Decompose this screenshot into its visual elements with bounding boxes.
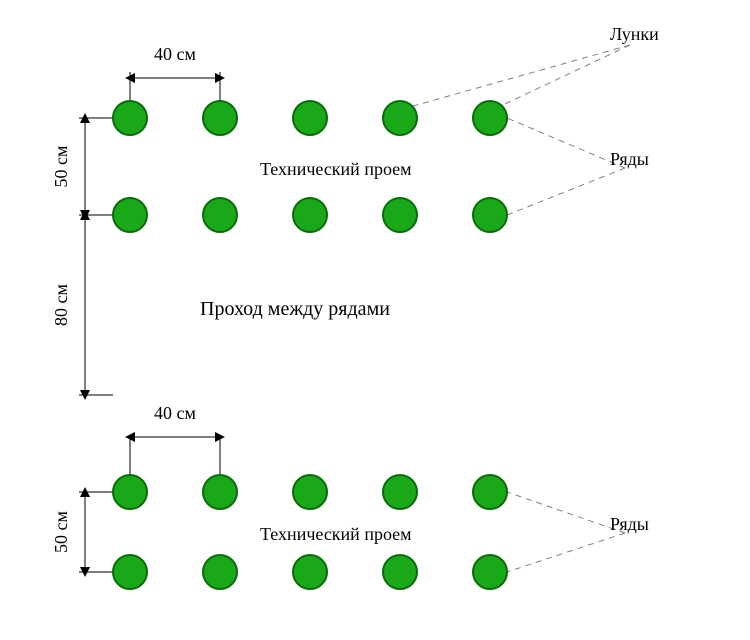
dim-50-lower-label: 50 см bbox=[51, 511, 71, 553]
planting-hole bbox=[473, 475, 507, 509]
dim-40-top-label: 40 см bbox=[154, 44, 196, 64]
planting-hole bbox=[113, 101, 147, 135]
planting-hole bbox=[293, 475, 327, 509]
planting-hole bbox=[203, 198, 237, 232]
planting-hole bbox=[113, 198, 147, 232]
callout-rows-lower-label: Ряды bbox=[610, 514, 649, 534]
aisle-label: Проход между рядами bbox=[200, 298, 390, 320]
planting-hole bbox=[383, 101, 417, 135]
callout-holes-label: Лунки bbox=[610, 24, 659, 44]
planting-hole bbox=[293, 555, 327, 589]
planting-hole bbox=[203, 101, 237, 135]
planting-hole bbox=[383, 198, 417, 232]
dim-80-label: 80 см bbox=[51, 284, 71, 326]
planting-hole bbox=[473, 555, 507, 589]
dim-50-upper-label: 50 см bbox=[51, 146, 71, 188]
planting-hole bbox=[203, 475, 237, 509]
callout-rows-upper-line-2 bbox=[507, 168, 625, 215]
planting-hole bbox=[383, 555, 417, 589]
planting-hole bbox=[293, 198, 327, 232]
callout-rows-upper-label: Ряды bbox=[610, 149, 649, 169]
planting-hole bbox=[473, 101, 507, 135]
planting-hole bbox=[203, 555, 237, 589]
planting-hole bbox=[113, 555, 147, 589]
callout-rows-lower-line-2 bbox=[507, 533, 625, 572]
dim-40-mid-label: 40 см bbox=[154, 403, 196, 423]
planting-hole bbox=[383, 475, 417, 509]
planting-hole bbox=[113, 475, 147, 509]
planting-hole bbox=[293, 101, 327, 135]
planting-hole bbox=[473, 198, 507, 232]
tech-gap-lower-label: Технический проем bbox=[260, 524, 412, 544]
callout-rows-upper-line-1 bbox=[507, 118, 625, 168]
callout-holes-line-2 bbox=[497, 45, 630, 108]
callout-holes-line-1 bbox=[407, 45, 630, 108]
tech-gap-upper-label: Технический проем bbox=[260, 159, 412, 179]
callout-rows-lower-line-1 bbox=[507, 492, 625, 533]
